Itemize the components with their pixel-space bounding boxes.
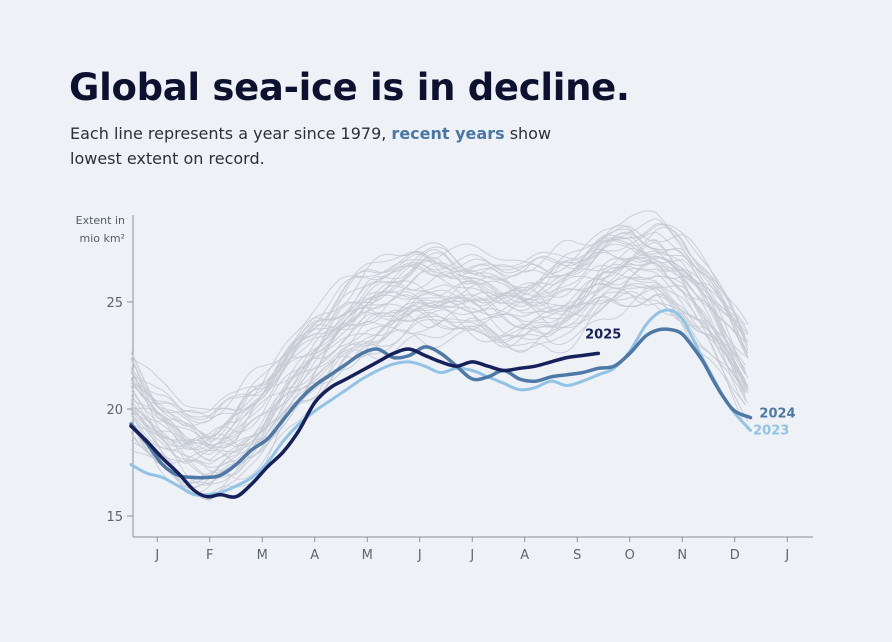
background-year-line xyxy=(130,223,746,421)
series-label-2025: 2025 xyxy=(585,327,621,342)
background-year-line xyxy=(130,293,746,489)
x-tick-label: J xyxy=(784,548,789,563)
page-subtitle: Each line represents a year since 1979, … xyxy=(70,121,590,171)
x-tick-label: J xyxy=(417,548,422,563)
x-tick-label: F xyxy=(206,548,213,563)
background-year-line xyxy=(130,256,746,448)
background-year-line xyxy=(130,284,746,469)
background-year-line xyxy=(130,247,746,449)
background-year-line xyxy=(130,248,749,450)
background-year-line xyxy=(130,237,746,439)
background-year-line xyxy=(130,257,746,448)
x-tick-label: M xyxy=(257,548,268,563)
y-tick-label: 25 xyxy=(106,296,123,311)
background-year-line xyxy=(130,284,749,484)
x-tick-label: A xyxy=(520,548,529,563)
y-tick-label: 15 xyxy=(106,510,123,525)
background-year-line xyxy=(130,261,746,464)
subtitle-highlight-recent-years: recent years xyxy=(391,124,505,143)
subtitle-text-before: Each line represents a year since 1979, xyxy=(70,124,392,143)
y-axis-title-line: mio km² xyxy=(80,232,126,245)
background-year-line xyxy=(130,283,749,484)
background-year-line xyxy=(130,268,746,451)
background-year-line xyxy=(130,224,749,443)
page-title: Global sea-ice is in decline. xyxy=(69,66,630,109)
background-year-line xyxy=(130,226,749,424)
x-tick-label: S xyxy=(573,548,581,563)
background-year-line xyxy=(130,243,746,456)
background-year-line xyxy=(130,218,749,418)
x-tick-label: J xyxy=(469,548,474,563)
background-year-line xyxy=(130,210,749,412)
series-label-2023: 2023 xyxy=(753,424,789,439)
background-years-group xyxy=(130,210,749,501)
x-tick-label: N xyxy=(677,548,687,563)
background-year-line xyxy=(130,291,749,500)
x-tick-label: D xyxy=(730,548,740,563)
background-year-line xyxy=(130,287,746,501)
x-tick-label: M xyxy=(362,548,373,563)
x-tick-label: O xyxy=(625,548,635,563)
x-tick-label: A xyxy=(310,548,319,563)
background-year-line xyxy=(130,224,746,414)
subtitle-text-after: show lowest extent on record. xyxy=(70,124,552,168)
series-line-2025 xyxy=(129,347,601,499)
background-year-line xyxy=(130,294,746,494)
x-tick-label: J xyxy=(154,548,159,563)
background-year-line xyxy=(130,231,749,427)
y-axis-title-line: Extent in xyxy=(76,214,125,227)
series-label-2024: 2024 xyxy=(759,407,795,422)
y-tick-label: 20 xyxy=(106,403,123,418)
background-year-line xyxy=(130,232,749,447)
y-axis-title: Extent in mio km² xyxy=(76,214,125,245)
background-year-line xyxy=(130,255,746,461)
background-year-line xyxy=(130,262,746,464)
